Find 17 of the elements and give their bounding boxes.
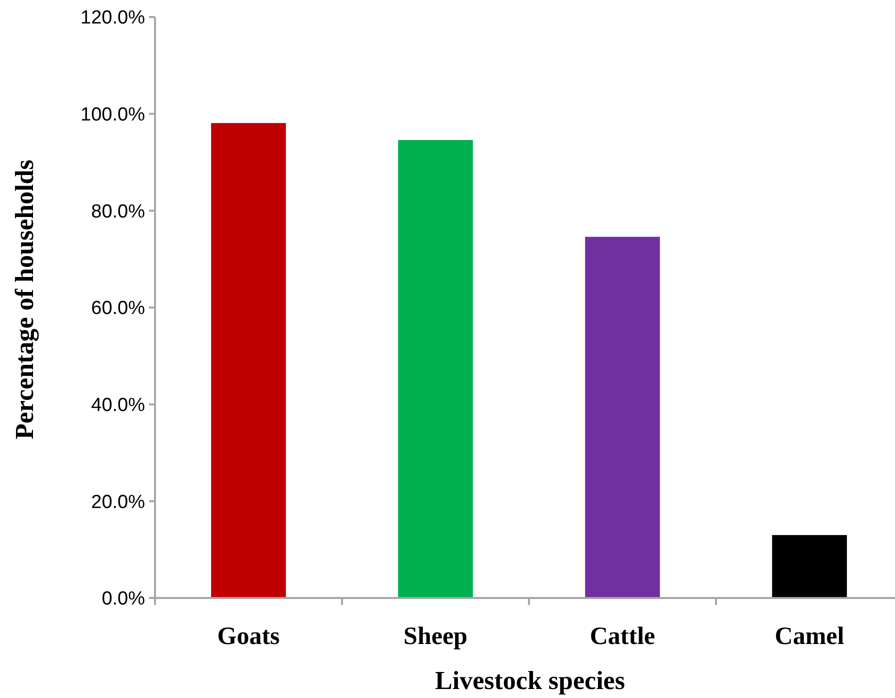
y-tick-label: 120.0% [80,8,146,29]
bar [211,123,286,598]
bar [772,535,847,598]
y-tick-label: 20.0% [91,492,146,513]
x-tick-label: Cattle [590,623,656,650]
y-tick-label: 40.0% [91,394,146,416]
y-axis-title: Percentage of households [10,160,39,440]
bar [398,140,473,598]
x-tick-label: Camel [774,623,844,650]
x-axis-title: Livestock species [435,666,625,695]
x-tick-label: Goats [217,623,280,650]
y-tick-label: 100.0% [80,104,146,126]
y-tick-label: 80.0% [91,201,146,222]
bar [585,236,660,598]
y-tick-label: 60.0% [91,298,146,320]
y-tick-label: 0.0% [102,588,146,610]
x-tick-label: Sheep [404,623,468,650]
